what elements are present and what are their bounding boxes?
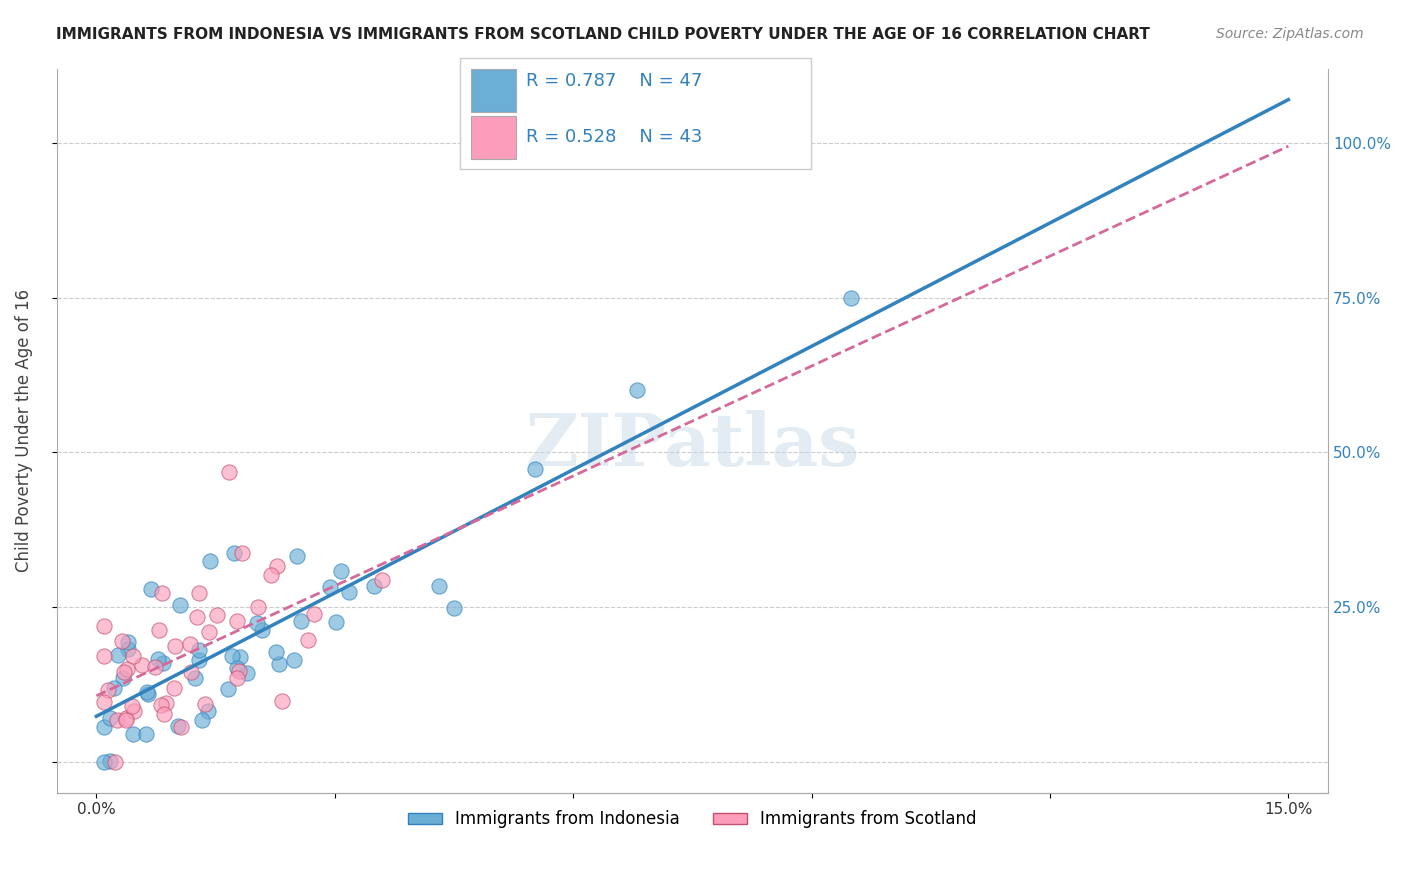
Point [228, 664, 250, 678]
Text: Source: ZipAtlas.com: Source: ZipAtlas.com [1216, 27, 1364, 41]
Point [135, 727, 157, 741]
Point [839, 291, 862, 305]
Point [226, 671, 249, 685]
Point [124, 704, 146, 718]
Point [197, 704, 219, 718]
Point [297, 633, 319, 648]
Point [260, 568, 283, 582]
Point [93, 619, 115, 633]
Y-axis label: Child Poverty Under the Age of 16: Child Poverty Under the Age of 16 [15, 289, 32, 572]
Point [180, 665, 202, 679]
Point [246, 599, 269, 614]
Point [218, 465, 240, 479]
Point [143, 660, 166, 674]
Point [170, 720, 193, 734]
Point [93, 755, 115, 769]
Point [370, 573, 392, 587]
Point [226, 660, 249, 674]
Point [166, 719, 188, 733]
Point [141, 582, 163, 596]
Point [229, 650, 252, 665]
Point [121, 698, 143, 713]
Point [246, 616, 269, 631]
Point [283, 653, 305, 667]
Point [111, 671, 134, 685]
Point [112, 665, 135, 679]
Point [198, 554, 221, 568]
Point [93, 695, 115, 709]
Point [523, 461, 546, 475]
Point [114, 714, 136, 728]
Point [122, 648, 145, 663]
Point [217, 681, 239, 696]
Point [264, 645, 287, 659]
Point [290, 614, 312, 628]
Point [194, 697, 217, 711]
Point [98, 711, 121, 725]
Text: ZIPatlas: ZIPatlas [526, 409, 859, 481]
Point [250, 624, 273, 638]
Point [169, 598, 191, 612]
Point [330, 564, 353, 578]
Point [150, 586, 173, 600]
Point [188, 643, 211, 657]
Point [152, 656, 174, 670]
Point [363, 579, 385, 593]
Point [184, 671, 207, 685]
Point [131, 658, 153, 673]
Point [121, 727, 143, 741]
Point [325, 615, 347, 629]
Point [148, 652, 170, 666]
Point [337, 584, 360, 599]
Point [103, 681, 125, 695]
Point [271, 694, 294, 708]
Point [225, 615, 247, 629]
Point [207, 608, 229, 623]
Point [117, 642, 139, 657]
Point [93, 720, 115, 734]
Point [163, 681, 186, 695]
Point [187, 586, 209, 600]
Point [155, 696, 177, 710]
Point [135, 685, 157, 699]
Point [115, 711, 138, 725]
Point [197, 624, 219, 639]
Point [93, 649, 115, 664]
Point [186, 610, 208, 624]
Text: IMMIGRANTS FROM INDONESIA VS IMMIGRANTS FROM SCOTLAND CHILD POVERTY UNDER THE AG: IMMIGRANTS FROM INDONESIA VS IMMIGRANTS … [56, 27, 1150, 42]
Text: R = 0.787    N = 47: R = 0.787 N = 47 [526, 71, 702, 90]
Point [266, 558, 288, 573]
Point [111, 633, 134, 648]
Point [427, 579, 450, 593]
Point [302, 607, 325, 621]
Text: R = 0.528    N = 43: R = 0.528 N = 43 [526, 128, 702, 146]
Point [626, 384, 648, 398]
Point [163, 639, 186, 653]
Point [221, 648, 243, 663]
Point [231, 546, 253, 560]
Point [191, 713, 214, 727]
Point [188, 652, 211, 666]
Point [269, 657, 291, 672]
Point [222, 546, 245, 560]
Point [136, 687, 159, 701]
Point [319, 581, 342, 595]
Point [115, 662, 138, 676]
Point [104, 755, 127, 769]
Point [148, 623, 170, 637]
Legend: Immigrants from Indonesia, Immigrants from Scotland: Immigrants from Indonesia, Immigrants fr… [402, 804, 983, 835]
Point [150, 698, 173, 713]
Point [235, 666, 257, 681]
Point [285, 549, 308, 563]
Point [105, 713, 128, 727]
Point [153, 707, 176, 722]
Point [98, 754, 121, 768]
Point [107, 648, 129, 663]
Point [443, 601, 465, 615]
Point [179, 637, 201, 651]
Point [117, 634, 139, 648]
Point [97, 683, 120, 698]
